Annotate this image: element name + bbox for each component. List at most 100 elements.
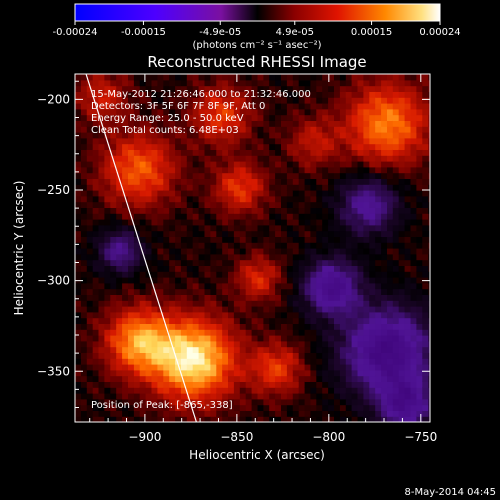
heatmap-cell	[269, 311, 276, 319]
heatmap-cell	[169, 85, 176, 92]
heatmap-cell	[180, 108, 188, 116]
heatmap-cell	[98, 236, 105, 243]
heatmap-cell	[298, 201, 306, 208]
heatmap-cell	[128, 306, 135, 313]
heatmap-cell	[298, 375, 306, 382]
heatmap-cell	[339, 306, 347, 313]
heatmap-cell	[222, 282, 229, 290]
heatmap-cell	[128, 323, 135, 330]
heatmap-cell	[387, 323, 394, 330]
heatmap-cell	[392, 381, 400, 388]
heatmap-cell	[381, 85, 388, 92]
heatmap-cell	[404, 213, 412, 220]
heatmap-cell	[157, 335, 164, 342]
heatmap-cell	[239, 114, 247, 121]
heatmap-cell	[310, 369, 317, 377]
heatmap-cell	[375, 306, 382, 313]
heatmap-cell	[416, 277, 423, 284]
heatmap-cell	[233, 114, 241, 121]
heatmap-cell	[369, 85, 376, 92]
heatmap-cell	[92, 91, 100, 98]
heatmap-cell	[216, 120, 223, 127]
heatmap-cell	[369, 346, 376, 353]
heatmap-cell	[180, 335, 188, 342]
heatmap-cell	[322, 184, 329, 191]
heatmap-cell	[175, 172, 182, 179]
heatmap-cell	[298, 85, 306, 92]
heatmap-cell	[157, 329, 164, 336]
heatmap-cell	[322, 329, 329, 336]
heatmap-cell	[104, 97, 111, 104]
heatmap-cell	[80, 219, 88, 226]
heatmap-cell	[375, 259, 382, 266]
heatmap-cell	[210, 161, 217, 168]
heatmap-cell	[357, 74, 364, 81]
heatmap-cell	[104, 172, 111, 179]
heatmap-cell	[369, 224, 376, 232]
heatmap-cell	[251, 369, 259, 377]
heatmap-cell	[334, 190, 341, 197]
heatmap-cell	[245, 410, 253, 417]
heatmap-cell	[369, 387, 376, 394]
heatmap-cell	[363, 230, 370, 237]
heatmap-cell	[316, 219, 323, 226]
heatmap-cell	[269, 410, 276, 417]
heatmap-cell	[180, 213, 188, 220]
heatmap-cell	[186, 120, 194, 127]
heatmap-cell	[145, 178, 153, 185]
heatmap-cell	[345, 398, 353, 406]
heatmap-cell	[228, 317, 235, 324]
heatmap-cell	[387, 224, 394, 232]
heatmap-cell	[292, 207, 300, 214]
heatmap-cell	[322, 213, 329, 220]
heatmap-cell	[404, 103, 412, 110]
heatmap-cell	[98, 166, 105, 174]
heatmap-cell	[145, 213, 153, 220]
heatmap-cell	[228, 311, 235, 319]
heatmap-cell	[298, 294, 306, 301]
heatmap-cell	[169, 253, 176, 261]
heatmap-cell	[304, 97, 312, 104]
heatmap-cell	[269, 91, 276, 98]
heatmap-cell	[375, 201, 382, 208]
heatmap-cell	[281, 387, 288, 394]
heatmap-cell	[422, 108, 429, 116]
heatmap-cell	[233, 282, 241, 290]
heatmap-cell	[175, 161, 182, 168]
heatmap-cell	[233, 352, 241, 359]
heatmap-cell	[257, 352, 264, 359]
heatmap-cell	[339, 265, 347, 272]
heatmap-cell	[257, 161, 264, 168]
heatmap-cell	[133, 120, 141, 127]
heatmap-cell	[339, 369, 347, 377]
heatmap-cell	[222, 329, 229, 336]
heatmap-cell	[75, 85, 82, 92]
heatmap-cell	[75, 393, 82, 400]
heatmap-cell	[163, 236, 170, 243]
heatmap-cell	[369, 132, 376, 139]
heatmap-cell	[228, 271, 235, 278]
heatmap-cell	[233, 172, 241, 179]
heatmap-cell	[116, 85, 123, 92]
heatmap-cell	[428, 416, 430, 422]
heatmap-cell	[139, 242, 147, 249]
heatmap-cell	[169, 387, 176, 394]
heatmap-cell	[92, 340, 100, 348]
heatmap-cell	[339, 277, 347, 284]
heatmap-cell	[387, 195, 394, 203]
heatmap-cell	[281, 149, 288, 156]
heatmap-cell	[398, 311, 406, 319]
heatmap-cell	[75, 323, 82, 330]
heatmap-cell	[239, 317, 247, 324]
heatmap-cell	[363, 207, 370, 214]
heatmap-cell	[369, 311, 376, 319]
heatmap-cell	[281, 410, 288, 417]
heatmap-cell	[428, 311, 430, 319]
heatmap-cell	[139, 85, 147, 92]
heatmap-cell	[357, 323, 364, 330]
heatmap-cell	[375, 74, 382, 81]
heatmap-cell	[233, 300, 241, 307]
heatmap-cell	[351, 161, 359, 168]
heatmap-cell	[145, 126, 153, 133]
heatmap-cell	[163, 253, 170, 261]
